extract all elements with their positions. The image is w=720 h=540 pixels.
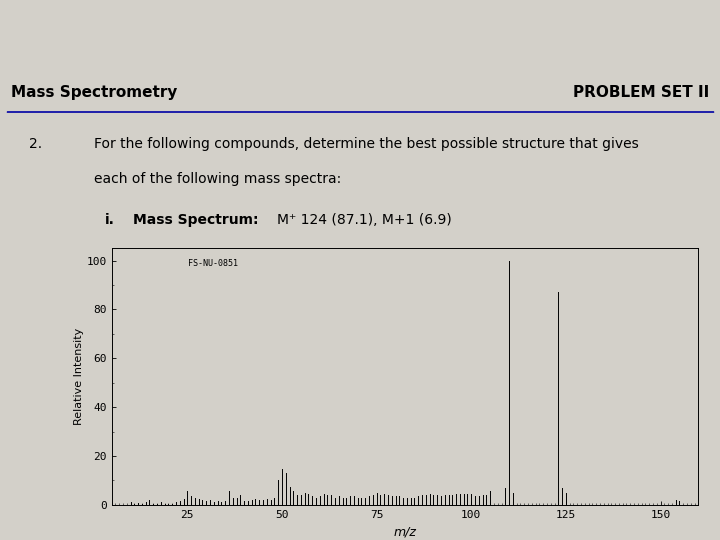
Text: M⁺ 124 (87.1), M+1 (6.9): M⁺ 124 (87.1), M+1 (6.9) xyxy=(277,213,452,227)
Y-axis label: Relative Intensity: Relative Intensity xyxy=(73,328,84,426)
Text: i.: i. xyxy=(104,213,114,227)
Text: each of the following mass spectra:: each of the following mass spectra: xyxy=(94,172,341,186)
Text: 2.: 2. xyxy=(29,137,42,151)
Text: Mass Spectrum:: Mass Spectrum: xyxy=(133,213,264,227)
Text: FS-NU-0851: FS-NU-0851 xyxy=(188,259,238,268)
Text: For the following compounds, determine the best possible structure that gives: For the following compounds, determine t… xyxy=(94,137,639,151)
X-axis label: m/z: m/z xyxy=(394,525,416,538)
Text: Mass Spectrometry: Mass Spectrometry xyxy=(11,85,177,100)
Text: PROBLEM SET II: PROBLEM SET II xyxy=(573,85,709,100)
